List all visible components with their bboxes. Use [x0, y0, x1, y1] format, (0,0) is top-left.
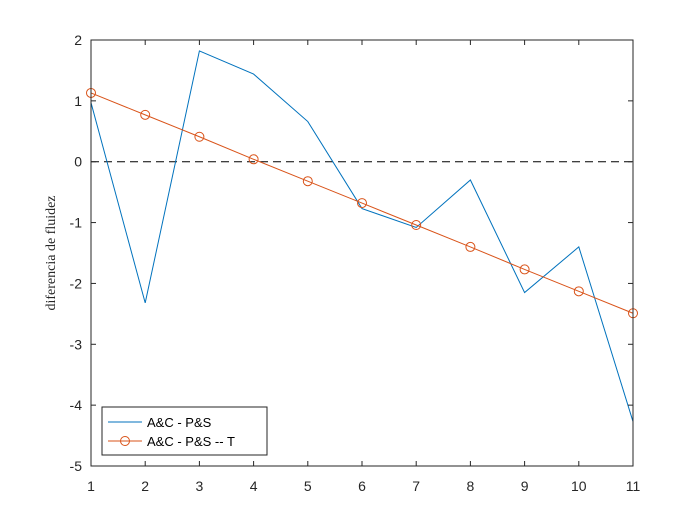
y-tick-label: -1 [70, 215, 83, 231]
legend-marker-series-2 [120, 436, 130, 446]
x-tick-label: 8 [467, 478, 475, 494]
legend-label-series-2: A&C - P&S -- T [147, 434, 235, 449]
y-tick-label: -2 [70, 275, 83, 291]
x-tick-label: 2 [141, 478, 149, 494]
y-tick-label: 2 [74, 32, 82, 48]
x-tick-label: 1 [87, 478, 95, 494]
series-2-point [411, 220, 422, 231]
series-2-point [302, 176, 313, 187]
series-line-1 [90, 50, 634, 422]
x-tick-label: 7 [412, 478, 420, 494]
series-2-point [573, 286, 584, 297]
legend: A&C - P&S A&C - P&S -- T [101, 406, 268, 456]
y-tick-label: -3 [70, 336, 83, 352]
series-2-point [248, 154, 259, 165]
series-2-point [465, 241, 476, 252]
series-2-point [519, 264, 530, 275]
x-tick-label: 5 [304, 478, 312, 494]
x-tick-label: 6 [358, 478, 366, 494]
x-tick-label: 4 [250, 478, 258, 494]
x-tick-label: 3 [196, 478, 204, 494]
series-2-point [357, 198, 367, 209]
series-2-point [140, 109, 151, 120]
y-tick-label: 0 [74, 154, 82, 170]
x-tick-label: 11 [626, 478, 641, 494]
x-tick-label: 9 [521, 478, 529, 494]
y-axis-label: diferencia de fluidez [44, 195, 59, 310]
y-tick-label: -5 [70, 458, 83, 474]
series-layer [86, 50, 638, 422]
series-2-point [194, 131, 205, 142]
plot-area [91, 40, 633, 466]
series-line-2 [90, 92, 634, 314]
y-tick-label: -4 [70, 397, 83, 413]
legend-box [101, 406, 268, 456]
y-tick-label: 1 [74, 93, 82, 109]
legend-label-series-1: A&C - P&S [147, 415, 212, 430]
x-tick-label: 10 [571, 478, 587, 494]
